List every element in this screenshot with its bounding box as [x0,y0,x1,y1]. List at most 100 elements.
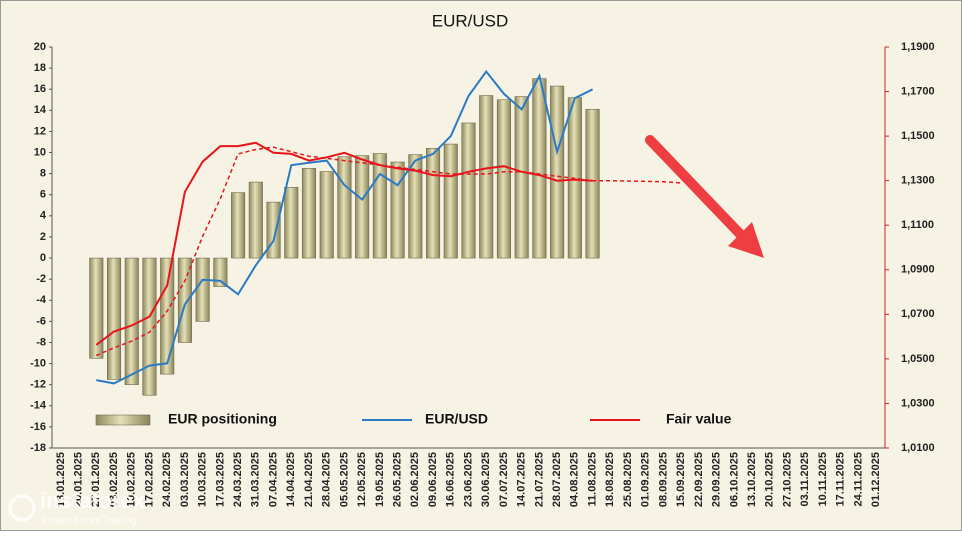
y-tick-label: -2 [36,273,46,285]
legend-swatch [95,414,151,426]
x-tick-label: 07.04.2025 [267,452,279,507]
x-tick-label: 14.07.2025 [516,452,528,507]
watermark: instaforex Instant Forex Trading [8,488,146,527]
x-tick-label: 09.06.2025 [427,452,439,507]
x-tick-label: 13.01.2025 [55,452,67,507]
y-tick-label: 14 [34,104,47,116]
bar [124,257,139,385]
y2-tick-label: 1,1900 [901,41,935,53]
y2-tick-label: 1,0900 [901,264,935,276]
x-tick-label: 24.11.2025 [852,452,864,506]
y2-tick-label: 1,0100 [901,442,935,454]
bar [142,257,157,396]
x-tick-label: 25.08.2025 [622,452,634,507]
bar [284,187,299,259]
y-tick-label: -8 [36,336,46,348]
x-tick-label: 30.06.2025 [480,452,492,507]
bar [443,143,458,259]
bar [532,78,547,259]
x-tick-label: 03.02.2025 [108,452,120,507]
bar [319,171,334,259]
x-tick-label: 22.09.2025 [693,452,705,507]
bar [514,96,529,259]
logo-icon [8,494,36,522]
x-tick-label: 29.09.2025 [711,452,723,507]
x-tick-label: 17.11.2025 [835,452,847,506]
x-tick-label: 10.02.2025 [126,452,138,507]
x-tick-label: 28.07.2025 [551,452,563,507]
y-tick-label: -4 [36,294,47,306]
bar [195,257,210,322]
x-tick-label: 11.08.2025 [586,452,598,506]
x-tick-label: 26.05.2025 [392,452,404,507]
y-tick-label: -6 [36,315,46,327]
bar [390,161,405,259]
bar [479,95,494,259]
x-tick-label: 31.03.2025 [250,452,262,507]
chart-title: EUR/USD [432,11,509,30]
bar [231,192,246,259]
bar [372,153,387,259]
y2-tick-label: 1,1700 [901,85,935,97]
bar [213,257,228,287]
y-tick-label: 4 [40,210,47,222]
x-tick-label: 16.06.2025 [445,452,457,507]
x-tick-label: 21.04.2025 [303,452,315,507]
legend-label: Fair value [666,411,732,427]
y-tick-label: -16 [30,421,46,433]
x-tick-label: 03.03.2025 [179,452,191,507]
x-tick-label: 13.10.2025 [746,452,758,507]
y2-tick-label: 1,1100 [901,219,934,231]
x-tick-label: 18.08.2025 [604,452,616,507]
bar [550,85,565,259]
x-tick-label: 20.01.2025 [72,452,84,507]
y-tick-label: 2 [40,231,46,243]
x-tick-label: 05.05.2025 [338,452,350,507]
legend-label: EUR positioning [168,411,277,427]
x-tick-label: 24.02.2025 [161,452,173,507]
y2-tick-label: 1,0500 [901,353,935,365]
y-tick-label: 18 [34,62,46,74]
trend-arrow-head [728,222,764,258]
y-tick-label: 8 [40,168,46,180]
bar [160,257,175,375]
x-tick-label: 15.09.2025 [675,452,687,507]
x-tick-label: 24.03.2025 [232,452,244,507]
y2-tick-label: 1,1300 [901,175,935,187]
x-tick-label: 17.03.2025 [214,452,226,507]
y-tick-label: -14 [30,400,47,412]
x-tick-label: 23.06.2025 [462,452,474,507]
x-tick-label: 08.09.2025 [657,452,669,507]
bar [337,156,352,259]
x-tick-label: 04.08.2025 [569,452,581,507]
x-tick-label: 20.10.2025 [764,452,776,507]
x-tick-label: 07.07.2025 [498,452,510,507]
y-tick-label: 0 [40,252,46,264]
bar [301,168,317,259]
bar [585,108,600,259]
y-tick-label: -10 [30,357,46,369]
bar [355,155,370,259]
x-tick-label: 14.04.2025 [285,452,297,507]
legend-label: EUR/USD [425,411,488,427]
y-tick-label: -12 [30,379,46,391]
trend-arrow [645,135,747,241]
x-tick-label: 19.05.2025 [374,452,386,507]
x-tick-label: 10.11.2025 [817,452,829,506]
y-tick-label: 20 [34,41,46,53]
bar [248,181,263,259]
y-tick-label: -18 [30,442,46,454]
bar [426,148,441,259]
bar [496,99,511,259]
plot: -18 -16 -14 -12 -10 -8 -6 -4 -2 0 2 4 6 8 10 12 14 16 18 20… [30,41,935,507]
y2-tick-label: 1,0300 [901,397,935,409]
x-tick-label: 27.10.2025 [781,452,793,507]
y2-tick-label: 1,0700 [901,308,935,320]
bar [177,257,192,343]
x-tick-label: 17.02.2025 [143,452,155,507]
line [95,141,593,346]
bar [89,257,104,359]
watermark-tagline: Instant Forex Trading [42,516,137,527]
